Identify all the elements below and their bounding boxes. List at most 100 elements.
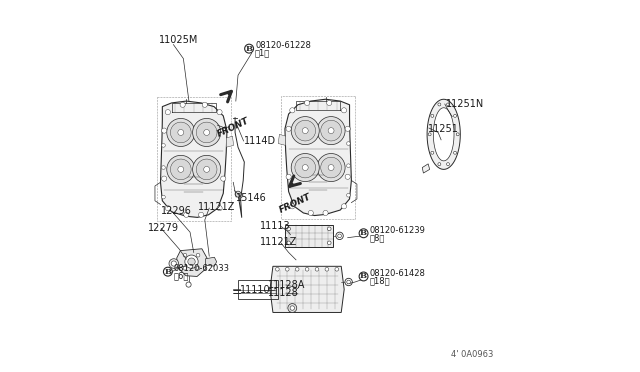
Text: （18）: （18） <box>369 276 390 285</box>
Circle shape <box>170 159 191 180</box>
Text: 4' 0A0963: 4' 0A0963 <box>451 350 493 359</box>
Circle shape <box>217 206 222 211</box>
Circle shape <box>338 234 341 238</box>
Circle shape <box>295 157 316 178</box>
Text: 08120-61228: 08120-61228 <box>255 41 311 50</box>
Circle shape <box>359 229 368 238</box>
Circle shape <box>291 116 319 145</box>
Text: 12279: 12279 <box>148 224 179 234</box>
Text: B: B <box>360 272 367 280</box>
Circle shape <box>287 241 291 245</box>
Circle shape <box>454 151 456 154</box>
Text: （1）: （1） <box>255 49 270 58</box>
Circle shape <box>162 195 165 199</box>
Circle shape <box>290 306 294 310</box>
Circle shape <box>167 155 195 183</box>
Circle shape <box>305 100 310 106</box>
Text: 11110: 11110 <box>240 285 271 295</box>
Circle shape <box>188 258 195 265</box>
Circle shape <box>193 155 221 183</box>
Circle shape <box>221 176 226 181</box>
Circle shape <box>196 122 217 143</box>
Circle shape <box>359 272 368 281</box>
Polygon shape <box>427 99 460 169</box>
Circle shape <box>347 142 350 145</box>
Circle shape <box>295 120 316 141</box>
Circle shape <box>438 103 441 106</box>
Text: 15146: 15146 <box>236 193 267 203</box>
Circle shape <box>217 110 222 115</box>
Circle shape <box>204 166 210 172</box>
Circle shape <box>193 118 221 147</box>
Circle shape <box>196 266 200 270</box>
Text: 11121Z: 11121Z <box>198 202 236 212</box>
Circle shape <box>172 261 177 266</box>
Circle shape <box>163 267 172 276</box>
Circle shape <box>183 253 187 257</box>
Text: 08120-61239: 08120-61239 <box>369 226 426 235</box>
Circle shape <box>328 241 331 245</box>
Circle shape <box>328 227 331 231</box>
Circle shape <box>328 128 334 134</box>
Circle shape <box>183 266 187 270</box>
Circle shape <box>328 164 334 170</box>
Circle shape <box>456 133 459 136</box>
Circle shape <box>341 108 347 113</box>
Circle shape <box>345 126 350 131</box>
Circle shape <box>290 108 295 113</box>
Circle shape <box>244 44 253 53</box>
Circle shape <box>186 282 191 287</box>
Text: 11251: 11251 <box>428 124 459 134</box>
Circle shape <box>302 164 308 170</box>
Text: 11128A: 11128A <box>268 280 306 290</box>
Text: B: B <box>246 45 253 53</box>
Circle shape <box>290 204 295 209</box>
Text: （6）: （6） <box>174 272 189 280</box>
Circle shape <box>178 129 184 135</box>
Circle shape <box>286 126 291 131</box>
Bar <box>285 225 333 247</box>
Circle shape <box>204 129 210 135</box>
Polygon shape <box>226 136 234 147</box>
Circle shape <box>431 151 434 154</box>
Circle shape <box>184 212 189 217</box>
Polygon shape <box>433 108 454 161</box>
Circle shape <box>454 114 456 117</box>
Circle shape <box>167 118 195 147</box>
Circle shape <box>221 128 226 133</box>
Text: B: B <box>360 229 367 237</box>
Circle shape <box>275 267 279 271</box>
Circle shape <box>335 267 339 271</box>
Circle shape <box>180 102 185 108</box>
Circle shape <box>162 128 167 133</box>
Text: （8）: （8） <box>369 233 385 242</box>
Circle shape <box>341 204 347 209</box>
Circle shape <box>447 103 449 106</box>
Circle shape <box>347 164 350 167</box>
Circle shape <box>286 174 291 179</box>
Circle shape <box>165 206 170 211</box>
Polygon shape <box>205 257 216 266</box>
Circle shape <box>323 211 328 215</box>
Text: FRONT: FRONT <box>216 116 251 139</box>
Circle shape <box>162 176 167 181</box>
Circle shape <box>326 100 332 106</box>
Circle shape <box>308 211 314 215</box>
Polygon shape <box>278 134 285 145</box>
Polygon shape <box>177 249 207 276</box>
Circle shape <box>202 102 207 108</box>
Polygon shape <box>161 101 227 217</box>
Circle shape <box>170 122 191 143</box>
Circle shape <box>185 255 198 268</box>
Circle shape <box>336 232 343 240</box>
Circle shape <box>317 116 345 145</box>
Circle shape <box>302 128 308 134</box>
Circle shape <box>317 154 345 182</box>
Circle shape <box>321 157 341 178</box>
Circle shape <box>198 212 204 217</box>
Text: 11121Z: 11121Z <box>260 237 298 247</box>
Circle shape <box>447 163 449 166</box>
Text: 08120-61428: 08120-61428 <box>369 269 426 278</box>
Polygon shape <box>422 164 429 173</box>
Circle shape <box>428 133 431 136</box>
